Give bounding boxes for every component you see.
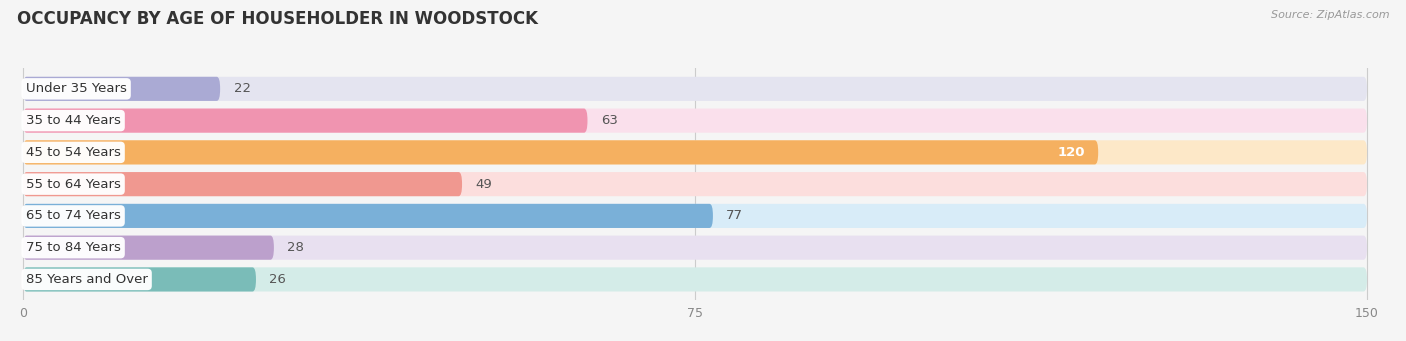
Text: 28: 28 (287, 241, 304, 254)
Text: 85 Years and Over: 85 Years and Over (25, 273, 148, 286)
FancyBboxPatch shape (22, 77, 1367, 101)
FancyBboxPatch shape (22, 108, 588, 133)
FancyBboxPatch shape (22, 204, 1367, 228)
Text: 49: 49 (475, 178, 492, 191)
FancyBboxPatch shape (22, 108, 1367, 133)
Text: 45 to 54 Years: 45 to 54 Years (25, 146, 121, 159)
FancyBboxPatch shape (22, 267, 1367, 292)
Text: 75 to 84 Years: 75 to 84 Years (25, 241, 121, 254)
FancyBboxPatch shape (22, 140, 1367, 164)
Text: 35 to 44 Years: 35 to 44 Years (25, 114, 121, 127)
FancyBboxPatch shape (22, 172, 1367, 196)
FancyBboxPatch shape (22, 236, 1367, 260)
FancyBboxPatch shape (22, 77, 221, 101)
Text: Under 35 Years: Under 35 Years (25, 82, 127, 95)
Text: Source: ZipAtlas.com: Source: ZipAtlas.com (1271, 10, 1389, 20)
Text: OCCUPANCY BY AGE OF HOUSEHOLDER IN WOODSTOCK: OCCUPANCY BY AGE OF HOUSEHOLDER IN WOODS… (17, 10, 538, 28)
FancyBboxPatch shape (22, 236, 274, 260)
Text: 55 to 64 Years: 55 to 64 Years (25, 178, 121, 191)
FancyBboxPatch shape (22, 140, 1098, 164)
FancyBboxPatch shape (22, 267, 256, 292)
Text: 63: 63 (600, 114, 617, 127)
Text: 26: 26 (270, 273, 287, 286)
FancyBboxPatch shape (22, 172, 463, 196)
Text: 77: 77 (727, 209, 744, 222)
Text: 65 to 74 Years: 65 to 74 Years (25, 209, 121, 222)
FancyBboxPatch shape (22, 204, 713, 228)
Text: 120: 120 (1057, 146, 1085, 159)
Text: 22: 22 (233, 82, 250, 95)
